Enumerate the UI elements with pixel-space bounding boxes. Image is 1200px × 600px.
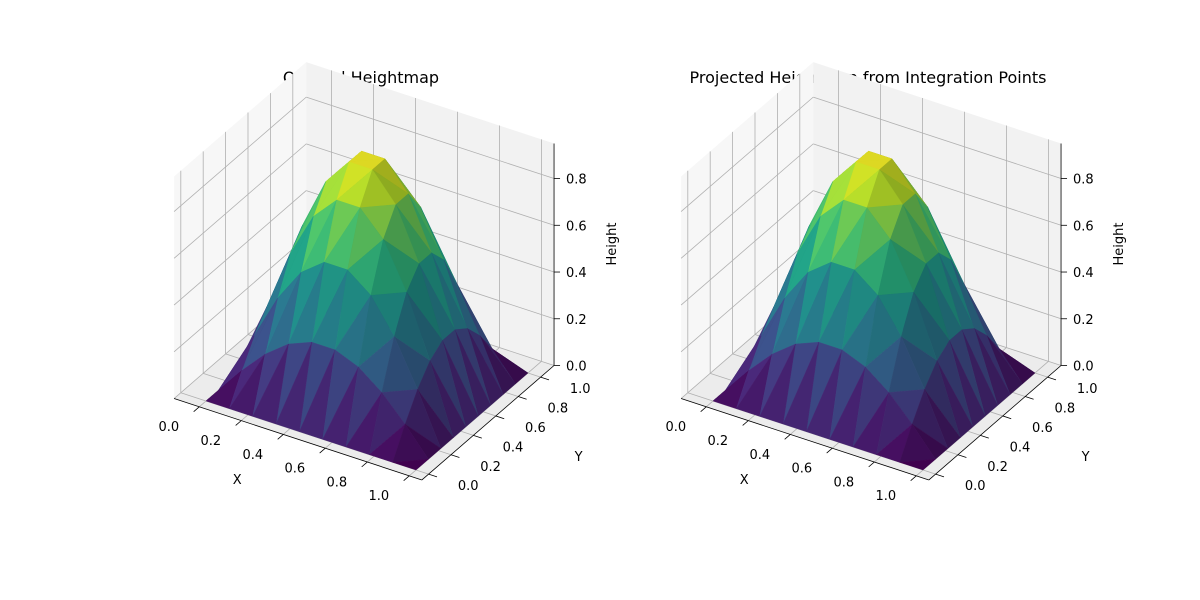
grid-line: [173, 143, 307, 259]
surface: [712, 150, 1036, 471]
y-tick-mark: [540, 376, 550, 381]
z-tick-label: 0.2: [566, 313, 587, 328]
surface-facet: [782, 341, 819, 432]
grid-line: [306, 96, 555, 179]
y-tick-mark: [980, 434, 989, 439]
x-tick-mark: [910, 475, 917, 481]
surface-facet: [759, 343, 796, 425]
y-tick-label: 1.0: [570, 382, 591, 397]
y-tick-label: 0.4: [503, 440, 524, 455]
y-tick-mark: [1047, 376, 1057, 381]
x-axis-label: X: [233, 473, 242, 488]
grid-line: [813, 96, 1062, 179]
y-tick-label: 1.0: [1077, 382, 1098, 397]
pane-left-wall: [174, 62, 307, 399]
x-axis-line: [173, 398, 423, 481]
y-tick-mark: [428, 473, 438, 478]
x-tick-label: 0.8: [834, 475, 855, 490]
y-tick-mark: [1025, 396, 1034, 400]
y-tick-mark: [935, 473, 945, 478]
surface-facet: [252, 343, 289, 425]
y-tick-mark: [450, 454, 460, 458]
y-tick-label: 0.6: [1032, 421, 1053, 436]
surface-facet: [392, 459, 429, 471]
x-tick-label: 0.0: [666, 420, 687, 435]
z-tick-label: 0.0: [566, 360, 587, 375]
z-tick-label: 0.4: [1073, 266, 1094, 281]
x-tick-label: 0.6: [792, 462, 813, 477]
grid-line: [680, 143, 814, 259]
surface-facet: [275, 341, 312, 432]
x-tick-label: 0.0: [159, 420, 180, 435]
y-tick-label: 0.2: [480, 460, 501, 475]
grid-line: [173, 96, 307, 212]
grid-line: [173, 237, 307, 353]
subplot-projected-heightmap: Projected Heightmap from Integration Poi…: [666, 62, 1127, 504]
x-axis-line: [680, 398, 930, 481]
x-tick-mark: [361, 461, 368, 468]
y-tick-mark: [1002, 415, 1012, 420]
x-tick-mark: [235, 420, 242, 426]
x-tick-label: 0.2: [708, 434, 729, 449]
surface: [205, 150, 529, 471]
grid-line: [813, 143, 1062, 226]
x-tick-mark: [403, 475, 410, 481]
grid-line: [306, 143, 555, 226]
x-tick-mark: [868, 461, 875, 468]
x-tick-label: 0.6: [285, 462, 306, 477]
y-axis-line: [421, 365, 555, 481]
y-axis-line: [928, 365, 1062, 481]
z-tick-label: 0.2: [1073, 313, 1094, 328]
x-tick-mark: [784, 434, 791, 440]
z-tick-label: 0.4: [566, 266, 587, 281]
z-tick-label: 0.8: [1073, 173, 1094, 188]
grid-line: [173, 190, 307, 306]
chart-title: Projected Heightmap from Integration Poi…: [690, 68, 1047, 87]
y-tick-label: 0.0: [965, 479, 986, 494]
pane-left-wall: [681, 62, 814, 399]
grid-line: [680, 96, 814, 212]
x-tick-mark: [826, 447, 833, 454]
x-tick-mark: [742, 420, 749, 426]
x-tick-mark: [319, 447, 326, 454]
x-tick-label: 1.0: [369, 489, 390, 504]
y-tick-label: 0.8: [547, 402, 568, 417]
y-tick-label: 0.2: [987, 460, 1008, 475]
x-tick-label: 0.2: [201, 434, 222, 449]
y-tick-mark: [495, 415, 505, 420]
y-tick-label: 0.8: [1054, 402, 1075, 417]
y-tick-label: 0.0: [458, 479, 479, 494]
x-axis-label: X: [740, 473, 749, 488]
y-tick-label: 0.4: [1010, 440, 1031, 455]
x-tick-label: 1.0: [876, 489, 897, 504]
z-axis-label: Height: [1112, 222, 1127, 265]
x-tick-label: 0.4: [750, 448, 771, 463]
z-tick-label: 0.0: [1073, 360, 1094, 375]
x-tick-label: 0.4: [243, 448, 264, 463]
z-axis-label: Height: [605, 222, 620, 265]
x-tick-mark: [193, 406, 200, 412]
y-tick-label: 0.6: [525, 421, 546, 436]
z-tick-label: 0.8: [566, 173, 587, 188]
grid-line: [680, 237, 814, 353]
y-tick-mark: [518, 396, 527, 400]
x-tick-label: 0.8: [327, 475, 348, 490]
z-tick-label: 0.6: [566, 219, 587, 234]
subplot-original-heightmap: Original Heightmap 0.00.20.40.60.81.00.0…: [159, 62, 620, 504]
y-axis-label: Y: [1081, 450, 1090, 465]
x-tick-mark: [700, 406, 707, 412]
y-tick-mark: [473, 434, 482, 439]
x-tick-mark: [277, 434, 284, 440]
y-axis-label: Y: [574, 450, 583, 465]
grid-line: [680, 190, 814, 306]
surface-facet: [899, 459, 936, 471]
z-tick-label: 0.6: [1073, 219, 1094, 234]
y-tick-mark: [957, 454, 967, 458]
